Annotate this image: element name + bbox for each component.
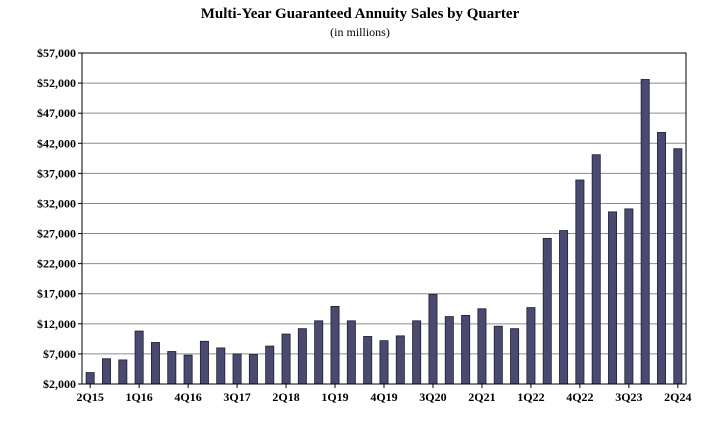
bar-4Q23 bbox=[640, 79, 650, 385]
x-tick-label-4Q19: 4Q19 bbox=[370, 390, 397, 404]
y-tick-label: $47,000 bbox=[37, 106, 76, 120]
y-tick-label: $32,000 bbox=[37, 196, 76, 210]
bar-1Q19 bbox=[330, 305, 340, 385]
x-tick-label-3Q20: 3Q20 bbox=[419, 390, 446, 404]
y-tick-label: $12,000 bbox=[37, 317, 76, 331]
bar-1Q18 bbox=[265, 345, 275, 385]
bar-4Q16 bbox=[183, 354, 193, 385]
bar-4Q15 bbox=[118, 359, 128, 385]
bar-1Q24 bbox=[657, 132, 666, 385]
bar-2Q22 bbox=[542, 237, 552, 385]
bar-3Q18 bbox=[297, 328, 307, 385]
y-axis-ticks: $2,000 $7,000 $12,000 $17,000 $22,000 $27,000… bbox=[37, 46, 76, 391]
bar-3Q17 bbox=[232, 353, 242, 385]
bar-2Q20 bbox=[412, 320, 422, 385]
bar-1Q23 bbox=[591, 154, 601, 385]
bar-3Q20 bbox=[428, 293, 438, 385]
x-tick-label-1Q16: 1Q16 bbox=[125, 390, 152, 404]
x-tick-label-3Q17: 3Q17 bbox=[223, 390, 250, 404]
bar-4Q17 bbox=[248, 354, 258, 385]
x-axis-ticks: 2Q15 1Q16 4Q16 3Q17 2Q18 1Q19 4Q19 3Q20 2Q21 1Q22… bbox=[76, 384, 692, 404]
x-tick-label-4Q22: 4Q22 bbox=[566, 390, 593, 404]
y-tick-label: $2,000 bbox=[43, 377, 76, 391]
x-tick-label-3Q23: 3Q23 bbox=[615, 390, 642, 404]
bar-4Q19 bbox=[379, 340, 389, 385]
y-tick-label: $17,000 bbox=[37, 287, 76, 301]
x-tick-label-2Q15: 2Q15 bbox=[76, 390, 103, 404]
bar-1Q21 bbox=[461, 314, 471, 385]
y-tick-label: $57,000 bbox=[37, 46, 76, 60]
bar-4Q21 bbox=[510, 328, 520, 385]
y-tick-label: $22,000 bbox=[37, 257, 76, 271]
y-tick-label: $7,000 bbox=[43, 347, 76, 361]
bar-3Q16 bbox=[167, 351, 177, 385]
x-tick-label-2Q18: 2Q18 bbox=[272, 390, 299, 404]
bar-1Q22 bbox=[526, 307, 536, 385]
bar-3Q22 bbox=[559, 230, 569, 385]
x-tick-label-4Q16: 4Q16 bbox=[174, 390, 201, 404]
bar-4Q22 bbox=[575, 179, 585, 385]
bar-3Q15 bbox=[102, 358, 111, 385]
bar-3Q21 bbox=[493, 325, 503, 385]
bar-2Q17 bbox=[216, 347, 226, 385]
bar-3Q23 bbox=[624, 208, 634, 385]
bar-1Q17 bbox=[199, 340, 209, 385]
x-tick-label-2Q24: 2Q24 bbox=[664, 390, 691, 404]
x-tick-label-2Q21: 2Q21 bbox=[468, 390, 495, 404]
x-tick-label-1Q19: 1Q19 bbox=[321, 390, 348, 404]
bar-1Q16 bbox=[134, 330, 144, 385]
bar-2Q18 bbox=[281, 333, 291, 385]
y-tick-label: $37,000 bbox=[37, 166, 76, 180]
bar-2Q19 bbox=[346, 320, 356, 385]
x-tick-label-1Q22: 1Q22 bbox=[517, 390, 544, 404]
bar-2Q23 bbox=[608, 211, 618, 385]
bars bbox=[85, 79, 683, 385]
y-tick-label: $27,000 bbox=[37, 227, 76, 241]
bar-1Q20 bbox=[395, 335, 405, 385]
bar-2Q15 bbox=[85, 372, 95, 385]
chart-title: Multi-Year Guaranteed Annuity Sales by Q… bbox=[200, 6, 520, 22]
bar-2Q24 bbox=[673, 148, 683, 385]
bar-4Q20 bbox=[444, 316, 454, 385]
y-tick-label: $42,000 bbox=[37, 136, 76, 150]
chart-subtitle: (in millions) bbox=[330, 25, 390, 39]
bar-3Q19 bbox=[363, 336, 373, 385]
y-tick-label: $52,000 bbox=[37, 76, 76, 90]
bar-2Q21 bbox=[477, 308, 487, 385]
bar-4Q18 bbox=[314, 320, 324, 385]
bar-2Q16 bbox=[150, 342, 160, 385]
